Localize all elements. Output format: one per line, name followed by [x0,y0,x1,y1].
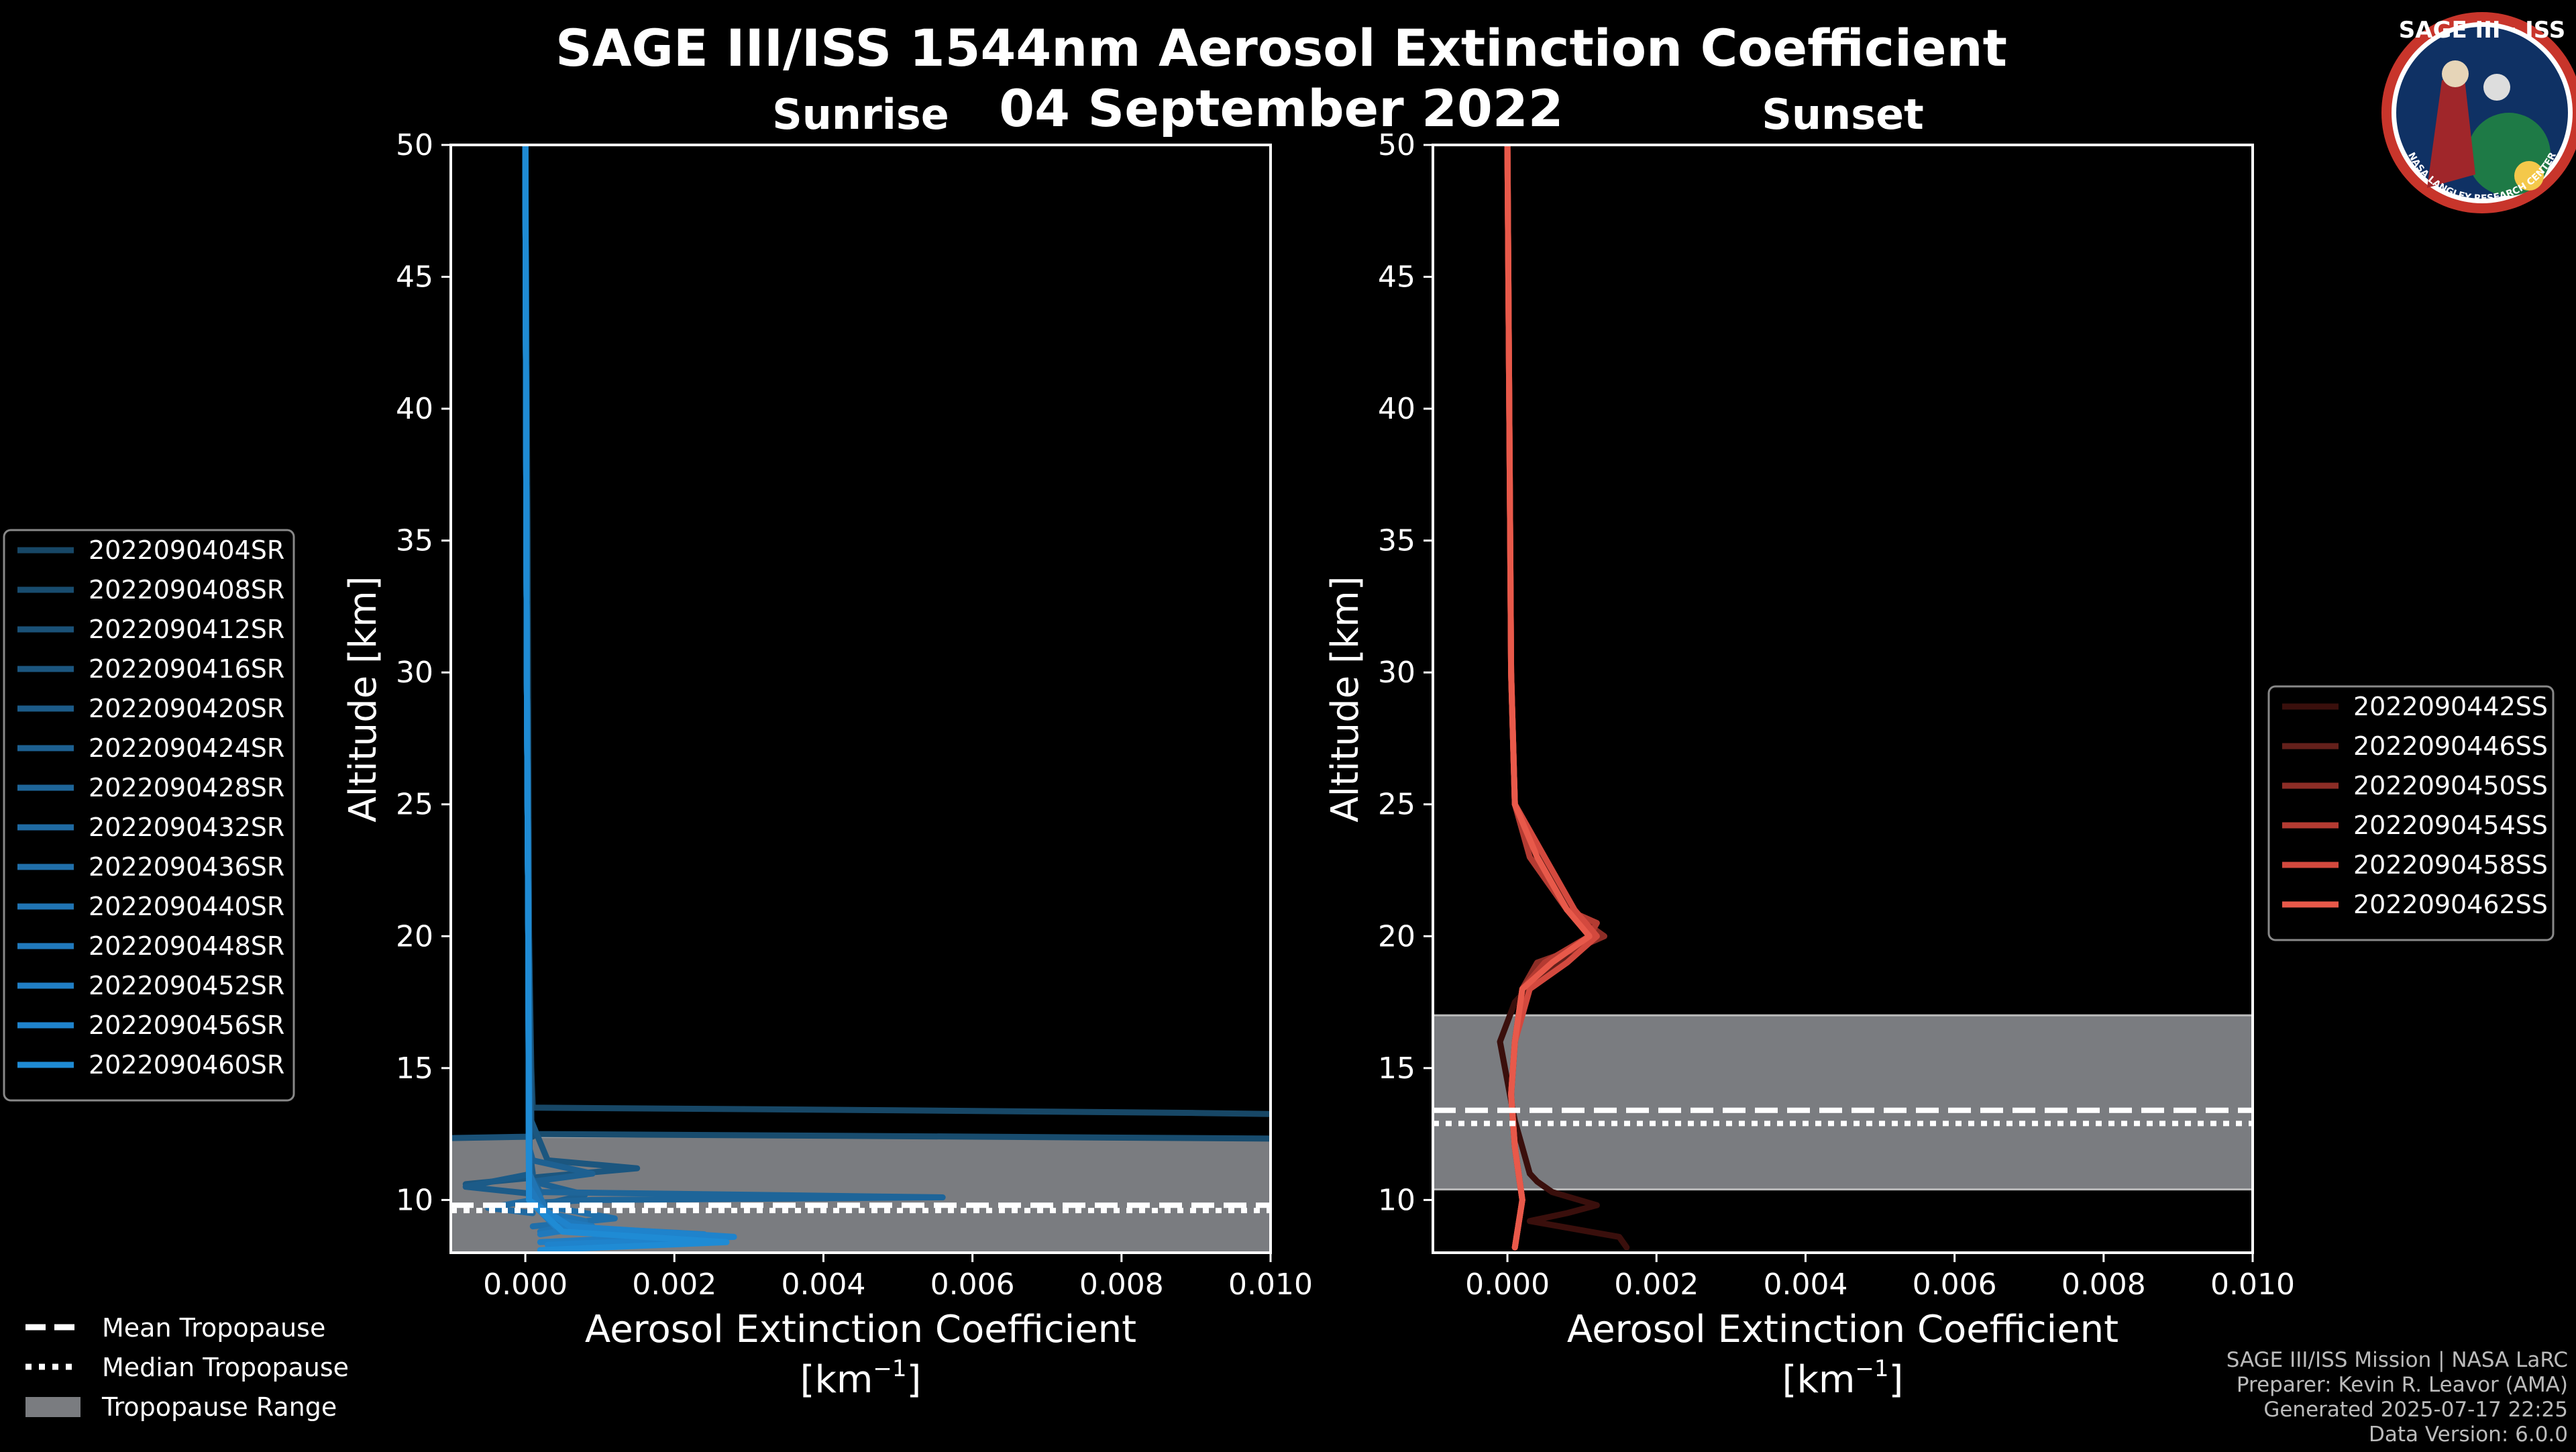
sunrise-ylabel: Altitude [km] [341,576,385,822]
sunrise-series-2022090452SR [522,145,708,1245]
sunrise-ytick-label: 20 [396,919,433,953]
sunrise-ytick-label: 15 [396,1051,433,1086]
sunrise-series-2022090428SR [522,145,946,1206]
sunrise-ytick-label: 10 [396,1183,433,1217]
footer-generated: Generated 2025-07-17 22:25 [2263,1398,2568,1422]
sunset-subtitle: Sunset [1762,90,1924,139]
sunset-ytick-label: 25 [1378,788,1415,822]
sunrise-legend-label: 2022090408SR [89,575,284,605]
sunrise-legend-label: 2022090416SR [89,654,284,684]
sunset-ytick-label: 15 [1378,1051,1415,1086]
sunrise-series-2022090416SR [462,145,641,1188]
sunrise-legend-label: 2022090452SR [89,971,284,1000]
logo-text: SAGE III · ISS [2399,17,2565,44]
sunset-ytick-label: 10 [1378,1183,1415,1217]
sunrise-subtitle: Sunrise [772,90,949,139]
sunrise-xtick-label: 0.010 [1228,1267,1313,1302]
sunrise-xlabel: Aerosol Extinction Coefficient [585,1308,1136,1351]
sunset-ylabel: Altitude [km] [1324,576,1367,822]
sunset-legend-label: 2022090446SS [2353,731,2548,761]
sunrise-legend-label: 2022090436SR [89,852,284,882]
footer-version: Data Version: 6.0.0 [2369,1422,2568,1447]
sunrise-legend-label: 2022090440SR [89,892,284,921]
sunrise-series-2022090460SR [522,145,730,1253]
sunrise-legend-label: 2022090456SR [89,1010,284,1040]
sunrise-legend-label: 2022090460SR [89,1050,284,1080]
sunrise-legend-label: 2022090420SR [89,694,284,723]
sunset-ytick-label: 40 [1378,392,1415,426]
sunrise-xtick-label: 0.006 [930,1267,1015,1302]
sunrise-axes-frame [449,144,1272,1254]
sunrise-ytick-label: 30 [396,656,433,690]
sunset-ytick-label: 35 [1378,524,1415,558]
sunset-tropopause-range [1433,1014,2253,1191]
footer-credits: SAGE III/ISS Mission | NASA LaRC Prepare… [2226,1348,2568,1447]
sunrise-legend-label: 2022090432SR [89,813,284,842]
footer-mission: SAGE III/ISS Mission | NASA LaRC [2226,1348,2568,1372]
tropopause-range-label: Tropopause Range [101,1392,337,1422]
sunrise-xtick-label: 0.002 [632,1267,716,1302]
sunrise-legend-label: 2022090428SR [89,773,284,802]
sunrise-legend-label: 2022090448SR [89,931,284,961]
sunset-legend-frame [2267,685,2555,941]
sunrise-xunit: [km−1] [800,1355,922,1402]
sunset-xunit: [km−1] [1782,1355,1904,1402]
sunset-xtick-label: 0.004 [1763,1267,1847,1302]
sunset-xtick-label: 0.002 [1614,1267,1699,1302]
footer-preparer: Preparer: Kevin R. Leavor (AMA) [2237,1373,2568,1397]
sunrise-legend-label: 2022090404SR [89,535,284,565]
sunrise-series-2022090448SR [522,145,596,1237]
sunrise-series-2022090424SR [522,145,596,1208]
sunrise-series-2022090436SR [522,145,618,1230]
sunset-legend-label: 2022090462SS [2353,890,2548,919]
sunrise-legend: 2022090404SR 2022090408SR 2022090412SR 2022… [3,529,295,1102]
sunset-xtick-label: 0.008 [2061,1267,2146,1302]
sunset-ytick-label: 45 [1378,260,1415,295]
chart-title: SAGE III/ISS 1544nm Aerosol Extinction C… [555,18,2007,78]
sunrise-xtick-label: 0.004 [781,1267,865,1302]
sage-iii-iss-logo: SAGE III · ISS NASA LANGLEY RESEARCH CEN… [2381,12,2576,213]
sunset-xlabel: Aerosol Extinction Coefficient [1567,1308,2118,1351]
sunset-legend-label: 2022090450SS [2353,771,2548,800]
sunrise-ytick-label: 35 [396,524,433,558]
sunrise-legend-label: 2022090412SR [89,615,284,644]
sunrise-ytick-label: 25 [396,788,433,822]
sunset-legend: 2022090442SS 2022090446SS 2022090450SS 2022… [2267,685,2555,941]
sunrise-series-2022090408SR [522,145,1271,1142]
sunrise-series-2022090456SR [522,145,737,1248]
sunset-xtick-label: 0.010 [2210,1267,2295,1302]
sunset-legend-label: 2022090442SS [2353,692,2548,721]
sunset-legend-label: 2022090458SS [2353,850,2548,880]
sunrise-legend-frame [3,529,295,1102]
mean-tropopause-label: Mean Tropopause [102,1313,325,1343]
sunrise-ytick-label: 50 [396,128,433,162]
median-tropopause-label: Median Tropopause [102,1353,349,1382]
sunrise-xtick-label: 0.000 [483,1267,568,1302]
chart-date: 04 September 2022 [999,79,1563,138]
sunrise-ytick-label: 45 [396,260,433,295]
sunset-ytick-label: 50 [1378,128,1415,162]
sunrise-legend-label: 2022090424SR [89,733,284,763]
sunrise-series-2022090404SR [522,145,1271,1117]
sunset-xtick-label: 0.006 [1913,1267,1997,1302]
sunset-ytick-label: 30 [1378,656,1415,690]
sunrise-ytick-label: 40 [396,392,433,426]
sunrise-xtick-label: 0.008 [1079,1267,1164,1302]
sunset-series-2022090462SS [1504,145,1593,1251]
sunrise-panel: Sunrise 0.000 0.002 0.004 0.006 0.008 0.010 1… [341,90,1313,1402]
tropopause-range-swatch [25,1397,80,1417]
sunset-legend-label: 2022090454SS [2353,811,2548,840]
tropopause-legend: Mean Tropopause Median Tropopause Tropop… [25,1313,349,1422]
sunset-panel: Sunset 0.000 0.002 0.004 0.006 0.008 0.010 10… [1324,90,2295,1402]
sunset-axes-frame [1432,144,2254,1254]
sunset-xtick-label: 0.000 [1465,1267,1550,1302]
sunset-ytick-label: 20 [1378,919,1415,953]
